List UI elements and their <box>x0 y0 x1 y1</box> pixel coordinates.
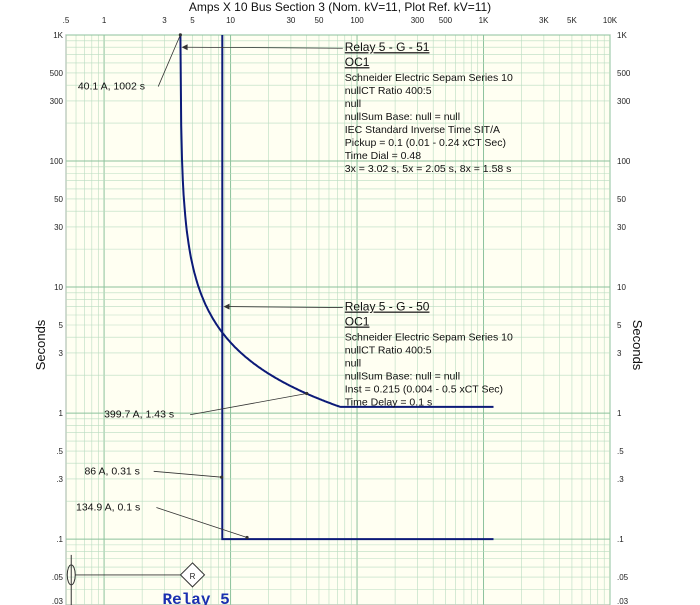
y-tick-label-right: .03 <box>617 597 629 605</box>
callout-point <box>245 535 249 540</box>
x-tick-label: 5K <box>567 16 577 25</box>
annotation-line: null <box>345 98 361 110</box>
y-axis-label-left: Seconds <box>33 319 48 370</box>
callout-leader <box>157 34 181 87</box>
y-axis-label-right: Seconds <box>630 320 645 371</box>
x-tick-label: 500 <box>439 16 453 25</box>
callout-leader <box>190 393 307 416</box>
curves <box>179 34 494 541</box>
series-curve-1 <box>221 35 494 541</box>
y-tick-label-right: 300 <box>617 97 631 106</box>
x-tick-label: 1 <box>102 16 107 25</box>
y-tick-label-left: 1 <box>59 409 64 418</box>
y-tick-label-right: 50 <box>617 195 626 204</box>
x-tick-label: 50 <box>315 16 324 25</box>
y-tick-label-right: 1K <box>617 31 627 40</box>
y-tick-label-right: 10 <box>617 283 626 292</box>
annotation-heading: Relay 5 - G - 50 <box>345 300 430 314</box>
callout-label: 134.9 A, 0.1 s <box>76 502 140 514</box>
plot-area <box>65 34 611 605</box>
y-tick-label-right: 100 <box>617 157 631 166</box>
y-tick-label-right: .1 <box>617 535 624 544</box>
y-tick-label-left: .1 <box>56 535 63 544</box>
y-tick-label-left: 300 <box>50 97 64 106</box>
x-tick-label: 5 <box>190 16 195 25</box>
annotation-line: nullSum Base: null = null <box>345 371 460 383</box>
y-tick-label-left: 1K <box>53 31 63 40</box>
y-tick-label-right: 5 <box>617 321 622 330</box>
annotation-line: 3x = 3.02 s, 5x = 2.05 s, 8x = 1.58 s <box>345 163 512 175</box>
x-tick-label: 10K <box>603 16 618 25</box>
annotation-heading: OC1 <box>345 315 370 329</box>
y-tick-label-left: 3 <box>59 349 64 358</box>
y-tick-label-left: 5 <box>59 321 64 330</box>
relay-label: Relay 5 <box>162 591 229 605</box>
y-tick-label-right: 1 <box>617 409 622 418</box>
x-tick-labels: .5 1 3 5 10 30 50 100 300 500 1K 3K 5K 10K <box>63 16 618 25</box>
y-tick-label-right: .5 <box>617 447 624 456</box>
x-tick-label: 3 <box>162 16 167 25</box>
chart-title: Amps X 10 Bus Section 3 (Nom. kV=11, Plo… <box>189 0 491 14</box>
x-tick-label: 30 <box>286 16 295 25</box>
annotation-line: nullCT Ratio 400:5 <box>345 85 432 97</box>
x-tick-label: 3K <box>539 16 549 25</box>
callout-label: 40.1 A, 1002 s <box>78 81 145 93</box>
y-tick-label-left: .5 <box>56 447 63 456</box>
callout-point <box>178 33 182 37</box>
x-tick-label: .5 <box>63 16 70 25</box>
y-tick-label-right: 500 <box>617 69 631 78</box>
callouts: 40.1 A, 1002 s 399.7 A, 1.43 s 86 A, 0.31 … <box>76 33 309 540</box>
y-tick-label-left: 500 <box>50 69 64 78</box>
annotation-arrowhead <box>223 303 230 310</box>
y-tick-label-right: .05 <box>617 573 629 582</box>
annotation-arrowhead <box>181 44 188 51</box>
y-tick-label-right: .3 <box>617 475 624 484</box>
annotation-line: null <box>345 358 361 370</box>
grid <box>65 34 611 605</box>
y-tick-label-left: 10 <box>54 283 63 292</box>
annotation-line: Time Delay = 0.1 s <box>345 397 432 409</box>
y-tick-label-left: .3 <box>56 475 63 484</box>
annotation-leader <box>229 306 343 308</box>
annotation-line: Schneider Electric Sepam Series 10 <box>345 332 513 344</box>
callout-leader <box>156 507 248 538</box>
callout-label: 86 A, 0.31 s <box>84 465 139 477</box>
annotation-leader <box>187 46 343 49</box>
callout-point <box>305 391 309 396</box>
callout-leader <box>153 470 222 478</box>
x-tick-label: 10 <box>226 16 235 25</box>
x-tick-label: 1K <box>479 16 489 25</box>
y-tick-label-left: 100 <box>50 157 64 166</box>
annotation-heading: OC1 <box>345 55 370 69</box>
annotation-line: Schneider Electric Sepam Series 10 <box>345 72 513 84</box>
y-tick-label-right: 30 <box>617 223 626 232</box>
y-tick-label-left: 50 <box>54 195 63 204</box>
y-tick-label-left: .05 <box>52 573 64 582</box>
series-curve-0 <box>179 34 494 408</box>
y-tick-labels: 1K 1K 500 500 300 300 100 100 50 50 30 30 10 10 5 5 3 3 1 1… <box>50 31 631 605</box>
annotation-line: nullCT Ratio 400:5 <box>345 345 432 357</box>
y-tick-label-left: .03 <box>52 597 64 605</box>
callout-point <box>220 475 224 479</box>
relay-symbol: R <box>190 572 196 581</box>
annotation-line: IEC Standard Inverse Time SIT/A <box>345 124 500 136</box>
annotation-line: Pickup = 0.1 (0.01 - 0.24 xCT Sec) <box>345 137 506 149</box>
annotation-line: nullSum Base: null = null <box>345 111 460 123</box>
x-tick-label: 300 <box>411 16 425 25</box>
callout-label: 399.7 A, 1.43 s <box>104 409 174 421</box>
annotation-line: Time Dial = 0.48 <box>345 150 422 162</box>
one-line-diagram: R Relay 5 <box>66 554 230 605</box>
y-tick-label-right: 3 <box>617 349 622 358</box>
y-tick-label-left: 30 <box>54 223 63 232</box>
x-tick-label: 100 <box>350 16 364 25</box>
relay-diamond-icon <box>179 562 206 588</box>
annotation-heading: Relay 5 - G - 51 <box>345 40 430 54</box>
annotation-line: Inst = 0.215 (0.004 - 0.5 xCT Sec) <box>345 384 503 396</box>
